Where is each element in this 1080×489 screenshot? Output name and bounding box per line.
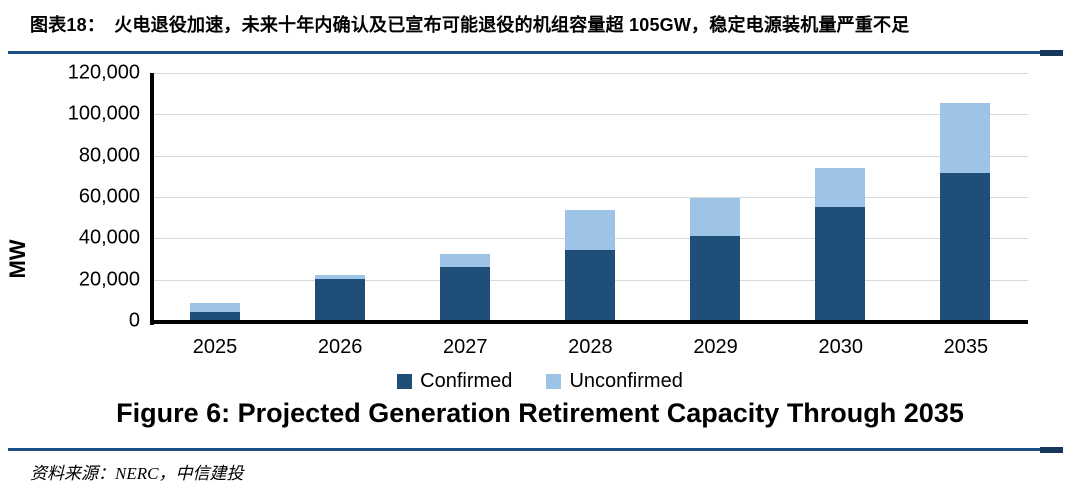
bar-confirmed-2028: [565, 249, 615, 321]
data-source-note: 资料来源：NERC，中信建投: [30, 464, 244, 483]
stacked-bar-chart: MW 0 20,000 40,000 60,000 80,000 100,000 120,0…: [0, 58, 1080, 368]
x-tick-label-2025: 2025: [192, 336, 238, 358]
y-tick-label-20,000: 20,000: [78, 268, 140, 291]
figure-header-title: 图表18： 火电退役加速，未来十年内确认及已宣布可能退役的机组容量超 105GW…: [30, 15, 910, 35]
legend-label-confirmed: Confirmed: [420, 370, 513, 392]
confirmed-swatch-icon: [397, 374, 413, 389]
bar-unconfirmed-2029: [690, 198, 741, 237]
bar-confirmed-2030: [815, 207, 866, 321]
bar-unconfirmed-2035: [940, 102, 991, 174]
x-tick-label-2030: 2030: [818, 336, 863, 358]
bar-confirmed-2029: [690, 236, 741, 321]
legend-label-unconfirmed: Unconfirmed: [569, 370, 683, 392]
bar-confirmed-2035: [940, 173, 991, 321]
y-axis-label: MW: [5, 239, 30, 279]
bar-unconfirmed-2025: [189, 303, 240, 313]
y-tick-label-60,000: 60,000: [78, 185, 140, 208]
chart-legend: Confirmed Unconfirmed: [0, 370, 1080, 393]
footer-divider-line: [8, 448, 1040, 451]
bar-unconfirmed-2026: [314, 274, 365, 279]
figure-caption: Figure 6: Projected Generation Retiremen…: [116, 398, 964, 428]
bar-unconfirmed-2027: [439, 253, 490, 268]
gridline-80,000: [152, 155, 1028, 157]
legend-item-confirmed: Confirmed: [397, 370, 512, 393]
legend-item-unconfirmed: Unconfirmed: [546, 370, 683, 393]
x-tick-label-2029: 2029: [693, 336, 738, 358]
bar-unconfirmed-2030: [815, 168, 866, 208]
y-axis-line: [150, 73, 154, 325]
bar-confirmed-2026: [314, 278, 365, 321]
x-tick-label-2035: 2035: [943, 336, 989, 358]
y-tick-label-100,000: 100,000: [67, 102, 140, 125]
gridline-120,000: [152, 73, 1028, 74]
footer-divider-end-cap: [1040, 447, 1063, 453]
header-divider-end-cap: [1040, 50, 1063, 56]
bar-unconfirmed-2028: [565, 210, 615, 250]
gridline-100,000: [152, 114, 1028, 116]
y-tick-label-120,000: 120,000: [67, 61, 140, 84]
y-tick-label-80,000: 80,000: [78, 144, 140, 167]
x-tick-label-2027: 2027: [443, 336, 488, 358]
gridline-60,000: [152, 197, 1028, 198]
x-tick-label-2028: 2028: [568, 336, 613, 358]
header-divider-line: [8, 51, 1040, 54]
x-axis-line: [150, 320, 1028, 324]
y-tick-label-0: 0: [128, 309, 140, 332]
y-tick-label-40,000: 40,000: [78, 226, 140, 249]
bar-confirmed-2027: [439, 267, 490, 321]
unconfirmed-swatch-icon: [546, 374, 562, 389]
x-tick-label-2026: 2026: [317, 336, 363, 358]
bar-confirmed-2025: [189, 312, 240, 321]
